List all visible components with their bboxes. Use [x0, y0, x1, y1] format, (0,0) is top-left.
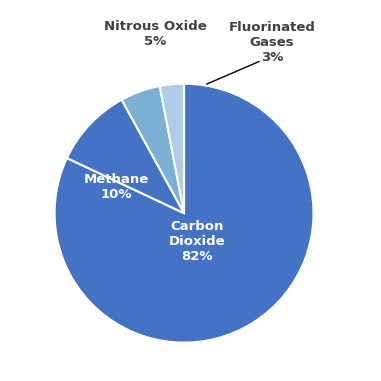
- Text: Carbon
Dioxide
82%: Carbon Dioxide 82%: [169, 220, 225, 263]
- Wedge shape: [160, 84, 184, 213]
- Text: Nitrous Oxide
5%: Nitrous Oxide 5%: [104, 21, 207, 48]
- Wedge shape: [122, 86, 184, 213]
- Wedge shape: [54, 84, 314, 343]
- Text: Methane
10%: Methane 10%: [84, 173, 149, 201]
- Wedge shape: [67, 100, 184, 213]
- Text: Fluorinated
Gases
3%: Fluorinated Gases 3%: [229, 21, 315, 64]
